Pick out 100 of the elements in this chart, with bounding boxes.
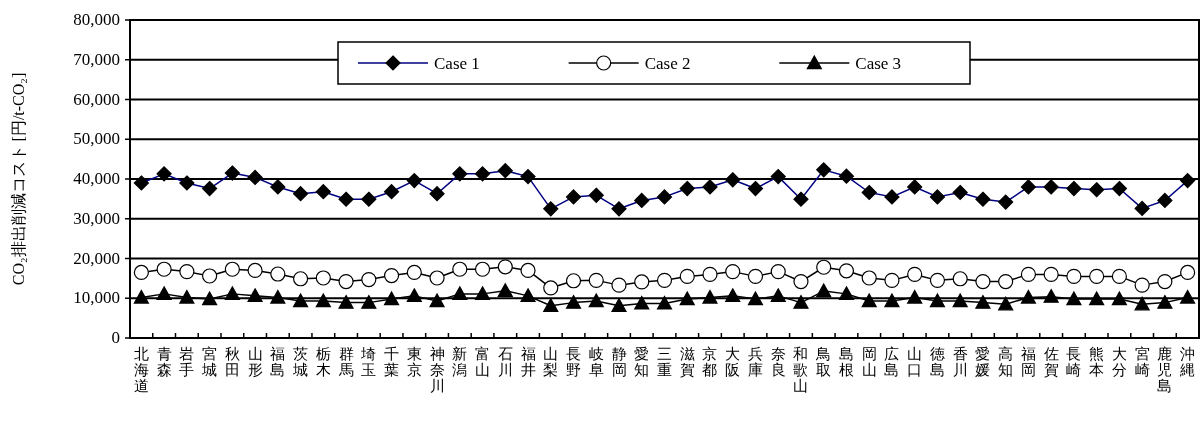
point (520, 288, 536, 303)
point (1134, 277, 1150, 293)
point (816, 283, 832, 298)
point (929, 272, 946, 288)
point (338, 295, 354, 309)
point (1089, 268, 1105, 284)
point (861, 293, 877, 308)
point (247, 288, 263, 303)
point (247, 262, 263, 279)
x-tick-label: 茨城 (292, 346, 309, 378)
point (702, 289, 718, 304)
point (429, 293, 445, 308)
x-tick-label: 和歌山 (793, 346, 809, 394)
x-tick-label: 奈良 (770, 346, 786, 378)
x-tick-label: 富山 (475, 346, 491, 378)
x-tick-label: 京都 (702, 346, 718, 378)
point (929, 293, 946, 308)
y-tick-label: 0 (111, 328, 120, 347)
point (611, 277, 627, 293)
x-tick-label: 鹿児島 (1157, 346, 1173, 394)
point (838, 263, 855, 279)
x-tick-label: 三重 (657, 346, 672, 378)
point (907, 289, 923, 304)
x-tick-label: 岡山 (861, 346, 877, 378)
point (543, 280, 559, 296)
x-tick-label: 愛知 (634, 346, 650, 378)
point (838, 286, 855, 301)
x-tick-label: 佐賀 (1043, 346, 1059, 378)
point (429, 270, 445, 286)
legend-label: Case 3 (855, 54, 902, 73)
point (452, 286, 468, 301)
x-tick-label: 神奈川 (429, 346, 445, 394)
point (315, 270, 331, 286)
point (292, 293, 309, 308)
point (952, 293, 968, 308)
point (520, 262, 536, 279)
y-tick-label: 70,000 (73, 49, 120, 69)
x-tick-label: 鳥取 (815, 346, 832, 378)
point (656, 272, 673, 288)
point (1043, 289, 1059, 303)
point (315, 293, 331, 308)
point (1134, 296, 1150, 311)
point (725, 288, 741, 303)
point (1020, 266, 1037, 282)
x-tick-label: 福井 (520, 346, 536, 378)
point (1111, 268, 1127, 284)
x-tick-label: 栃木 (315, 346, 331, 378)
x-tick-label: 高知 (998, 346, 1014, 378)
point (270, 266, 286, 282)
x-tick-label: 大分 (1111, 346, 1127, 378)
point (770, 288, 786, 303)
point (383, 267, 400, 284)
point (292, 271, 309, 287)
y-tick-label: 60,000 (73, 89, 120, 109)
point (1180, 289, 1196, 304)
point (725, 264, 741, 280)
point (497, 283, 513, 297)
point (1180, 264, 1196, 281)
legend-label: Case 1 (434, 54, 480, 73)
point (679, 268, 695, 284)
x-tick-label: 埼玉 (360, 346, 377, 378)
legend-label: Case 2 (644, 54, 691, 73)
point (1043, 266, 1059, 282)
x-tick-label: 愛媛 (975, 346, 991, 378)
x-tick-label: 福島 (270, 346, 286, 378)
y-tick-label: 80,000 (73, 10, 120, 29)
point (474, 286, 491, 301)
x-tick-label: 山口 (907, 346, 923, 378)
point (565, 273, 582, 289)
x-tick-label: 北海道 (133, 346, 149, 394)
x-tick-label: 山梨 (543, 346, 559, 378)
x-tick-label: 東京 (406, 346, 422, 378)
point (884, 293, 900, 308)
x-tick-label: 島根 (838, 346, 854, 378)
point (656, 295, 673, 310)
x-tick-label: 山形 (247, 346, 263, 378)
point (133, 264, 149, 281)
point (202, 291, 218, 306)
point (952, 271, 968, 287)
point (179, 264, 195, 280)
point (1089, 291, 1105, 306)
point (133, 289, 149, 304)
x-tick-label: 群馬 (337, 346, 354, 378)
x-tick-label: 静岡 (611, 346, 627, 378)
point (156, 261, 172, 277)
point (338, 273, 354, 290)
point (406, 264, 422, 281)
x-tick-label: 広島 (884, 346, 900, 378)
point (770, 264, 786, 280)
point (611, 298, 627, 312)
point (1111, 291, 1127, 306)
point (452, 261, 468, 277)
point (747, 268, 764, 284)
point (588, 293, 604, 308)
x-tick-label: 長野 (566, 346, 582, 378)
x-tick-label: 岐阜 (588, 346, 604, 378)
point (998, 273, 1014, 290)
x-tick-label: 滋賀 (679, 346, 695, 378)
point (793, 295, 809, 309)
x-tick-label: 大阪 (725, 346, 741, 378)
